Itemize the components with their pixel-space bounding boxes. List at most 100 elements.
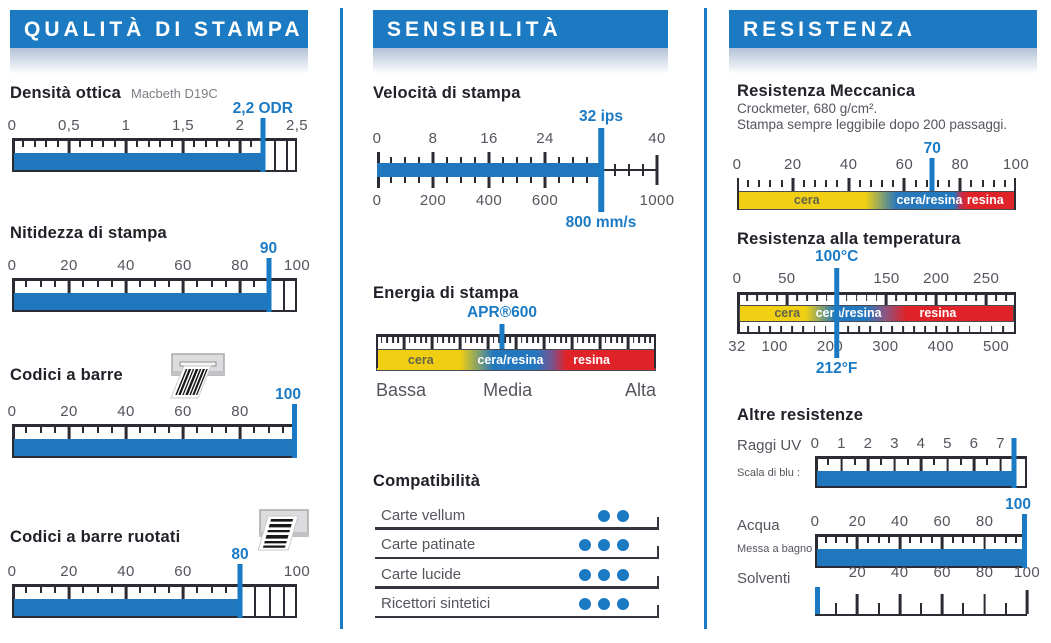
minor-tick (110, 280, 113, 287)
ruler-top-edge (737, 292, 1016, 295)
ruler-left-edge (12, 424, 15, 458)
minor-tick (224, 280, 227, 287)
scale-label: 7 (996, 435, 1005, 452)
scale-label: 150 (873, 270, 900, 287)
minor-tick (913, 325, 916, 332)
minor-tick (79, 140, 82, 147)
minor-tick (824, 325, 827, 332)
scale-label: 80 (231, 403, 249, 420)
minor-tick (39, 586, 42, 593)
ruler-top-edge (12, 278, 297, 281)
minor-tick (419, 336, 422, 343)
minor-tick (962, 602, 965, 614)
major-tick (67, 586, 71, 599)
rating-dot-icon (617, 509, 629, 522)
minor-tick (425, 336, 428, 343)
rating-dots (598, 509, 629, 522)
intensity-label: Media (483, 380, 533, 400)
ruler-top-edge (12, 424, 297, 427)
scale-label: 1,5 (171, 117, 195, 134)
densita-ruler: 0 0,5 1 1,5 2 2,5 2,2 ODR (8, 100, 308, 172)
value-marker (1022, 514, 1027, 568)
minor-tick (915, 294, 918, 301)
minor-tick (835, 536, 838, 543)
minor-tick (526, 336, 529, 343)
ruler-top-edge (12, 138, 297, 141)
scale-label: 40 (891, 513, 909, 530)
major-tick (486, 336, 490, 349)
scale-label: 80 (975, 513, 994, 530)
minor-tick (22, 140, 25, 147)
minor-tick (638, 336, 641, 343)
band-left-edge (376, 334, 378, 368)
scale-label: 6 (969, 435, 979, 452)
minor-tick (110, 586, 113, 593)
column-body: Velocità di stampa 0 8 16 24 40 0 200 400 600 1000… (373, 0, 674, 643)
major-tick (238, 140, 242, 153)
section-header-banner: RESISTENZA (729, 10, 1037, 48)
major-tick (487, 177, 491, 188)
ruler-right-edge (1013, 292, 1016, 334)
densita-title: Densità ottica Macbeth D19C (10, 84, 218, 102)
major-tick (238, 426, 242, 439)
row-underline (375, 527, 659, 530)
minor-tick (955, 294, 958, 301)
bottom-scale-labels: 0 200 400 600 1000 (373, 192, 674, 212)
minor-tick (945, 294, 948, 301)
banner-shadow (729, 48, 1037, 74)
minor-tick (96, 586, 99, 593)
ruler-bottom-edge (815, 613, 1027, 616)
value-label: 90 (259, 240, 278, 257)
minor-tick (474, 177, 476, 183)
minor-tick (875, 294, 878, 301)
major-tick (893, 458, 896, 471)
minor-tick (825, 294, 828, 301)
major-tick (458, 336, 462, 349)
scale-label: 40 (117, 403, 135, 420)
scale-label: 100 (283, 257, 311, 274)
section-header-label: QUALITÀ DI STAMPA (24, 18, 304, 41)
row-label: Carte vellum (381, 506, 466, 524)
scale-label: 250 (972, 270, 1000, 287)
value-fill (817, 470, 1014, 486)
minor-tick (765, 294, 768, 301)
ruler-bottom-edge (815, 565, 1027, 568)
minor-tick (791, 325, 794, 332)
major-tick (598, 336, 602, 349)
minor-tick (815, 294, 818, 301)
band-segment-label: cera/resina (477, 353, 544, 367)
minor-tick (404, 177, 406, 183)
minor-tick (973, 536, 975, 543)
row-underline (375, 556, 659, 559)
minor-tick (516, 157, 518, 163)
major-tick (855, 593, 859, 614)
major-tick (402, 336, 406, 349)
minor-tick (391, 336, 394, 343)
major-tick (999, 458, 1002, 471)
ruler-left-edge (815, 456, 818, 488)
ladder-tick (614, 164, 616, 176)
scale-label: 40 (648, 130, 666, 147)
minor-tick (193, 140, 196, 147)
ruler-bottom-edge (737, 331, 1016, 334)
rating-dot-icon (598, 568, 610, 581)
minor-tick (408, 336, 411, 343)
major-tick (934, 294, 938, 305)
row-underline (375, 615, 659, 618)
minor-tick (1005, 294, 1007, 301)
rating-dot-icon (579, 598, 591, 610)
minor-tick (593, 336, 596, 343)
minor-tick (643, 336, 646, 343)
minor-tick (153, 426, 156, 433)
value-marker (260, 118, 266, 172)
minor-tick (572, 157, 574, 163)
minor-tick (418, 157, 420, 163)
minor-tick (502, 157, 504, 163)
minor-tick (224, 586, 227, 593)
band-segment-label: cera/resina (815, 306, 882, 320)
minor-tick (1015, 536, 1018, 543)
minor-tick (845, 294, 848, 301)
band-segment-label: resina (966, 193, 1004, 207)
minor-tick (531, 336, 534, 343)
